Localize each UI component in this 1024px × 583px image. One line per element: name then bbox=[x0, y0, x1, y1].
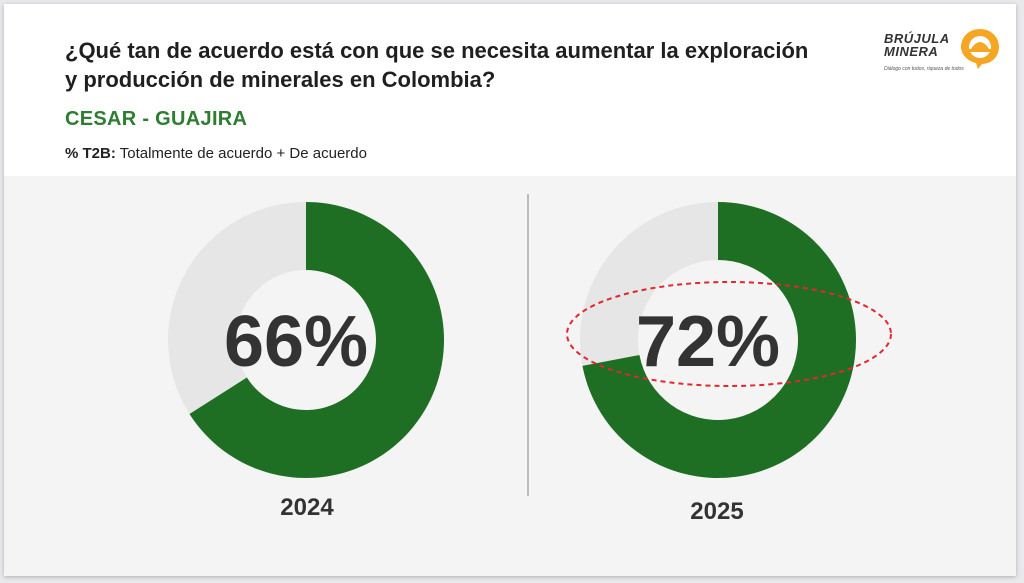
year-label-2024: 2024 bbox=[280, 494, 334, 521]
logo-tagline: Diálogo con todos, riqueza de todos bbox=[884, 66, 964, 72]
donut-value-label-2025: 72% bbox=[636, 302, 780, 382]
chart-divider bbox=[527, 194, 529, 496]
year-label-2025: 2025 bbox=[690, 498, 744, 525]
region-label: CESAR - GUAJIRA bbox=[65, 108, 248, 130]
brujula-minera-logo: BRÚJULA MINERA Diálogo con todos, riquez… bbox=[884, 26, 1004, 82]
donut-charts: 66% 72% bbox=[168, 202, 892, 478]
metric-description: % T2B: Totalmente de acuerdo + De acuerd… bbox=[65, 145, 367, 162]
highlight-ellipse bbox=[566, 281, 892, 387]
donut-slice-2024 bbox=[189, 202, 444, 478]
donut-slice-2025 bbox=[582, 202, 857, 478]
chart-panel: 66% 72% 2024 2025 bbox=[4, 176, 1016, 576]
compass-helmet-icon bbox=[961, 29, 999, 69]
metric-text: Totalmente de acuerdo + De acuerdo bbox=[115, 145, 367, 162]
logo-wordmark: BRÚJULA MINERA bbox=[884, 32, 950, 58]
logo-line-1: BRÚJULA bbox=[884, 31, 950, 46]
metric-code: % T2B: bbox=[65, 145, 116, 162]
slide: ¿Qué tan de acuerdo está con que se nece… bbox=[4, 4, 1016, 576]
donut-value-label-2024: 66% bbox=[224, 302, 368, 382]
question-title: ¿Qué tan de acuerdo está con que se nece… bbox=[65, 38, 809, 92]
logo-line-2: MINERA bbox=[884, 44, 939, 59]
